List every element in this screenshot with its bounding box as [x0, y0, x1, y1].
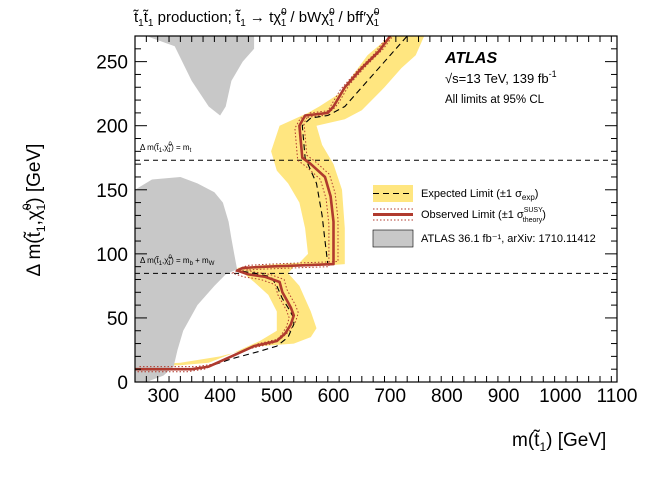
previous-limit-region-lower: [135, 177, 238, 382]
y-tick-label: 250: [96, 53, 128, 74]
y-tick-label: 100: [96, 245, 128, 266]
plot-frame: [134, 35, 618, 383]
legend: Expected Limit (±1 σexp) Observed Limit …: [372, 185, 596, 248]
y-tick-label: 0: [117, 373, 128, 394]
x-tick-label: 900: [488, 386, 520, 407]
x-tick-label: 600: [318, 386, 350, 407]
legend-previous-label: ATLAS 36.1 fb⁻¹, arXiv: 1710.11412: [421, 233, 596, 245]
observed-limit-line: [135, 36, 392, 371]
x-tick-label: 400: [204, 386, 236, 407]
x-tick-label: 1000: [539, 386, 581, 407]
previous-limit-region-upper: [146, 36, 255, 116]
x-tick-label: 500: [261, 386, 293, 407]
expected-band: [135, 36, 425, 367]
axis-tick-labels: 300 400 500 600 700 800 900 1000 1100 0 50 100 150 20…: [96, 53, 637, 407]
cl-label: All limits at 95% CL: [445, 94, 545, 106]
x-axis-label: m(t̃1) [GeV]: [512, 429, 606, 454]
y-axis-label: Δ m(t̃1,χ̃01) [GeV]: [20, 144, 48, 277]
observed-theory-up-line: [139, 36, 394, 368]
legend-observed-label: Observed Limit (±1 σSUSY theory): [421, 207, 546, 224]
observed-theory-down-line: [135, 38, 387, 373]
ref-label-mt: Δ m(t̃1,χ̃0 1) = mt: [140, 142, 192, 154]
y-tick-label: 50: [107, 309, 128, 330]
atlas-label: ATLAS: [444, 50, 497, 67]
legend-previous: ATLAS 36.1 fb⁻¹, arXiv: 1710.11412: [372, 229, 596, 248]
x-tick-label: 1100: [597, 386, 638, 407]
y-tick-label: 150: [96, 181, 128, 202]
legend-expected-label: Expected Limit (±1 σexp): [421, 188, 538, 202]
ref-label-mw: Δ m(t̃1,χ̃0 1) = mb + mW: [140, 255, 215, 267]
legend-previous-swatch: [372, 229, 414, 248]
axis-ticks: [134, 35, 617, 383]
x-tick-label: 800: [431, 386, 463, 407]
legend-observed: Observed Limit (±1 σSUSY theory): [373, 207, 546, 224]
y-tick-label: 200: [96, 117, 128, 138]
energy-lumi-label: √s=13 TeV, 139 fb-1: [445, 69, 557, 86]
legend-expected: Expected Limit (±1 σexp): [373, 185, 538, 202]
x-tick-label: 300: [148, 386, 180, 407]
x-tick-label: 700: [374, 386, 406, 407]
chart-title: t̃1t̃1 production; t̃1 → tχ̃0 1 / bWχ̃0 1 …: [132, 7, 379, 29]
plot-area: [135, 36, 617, 382]
